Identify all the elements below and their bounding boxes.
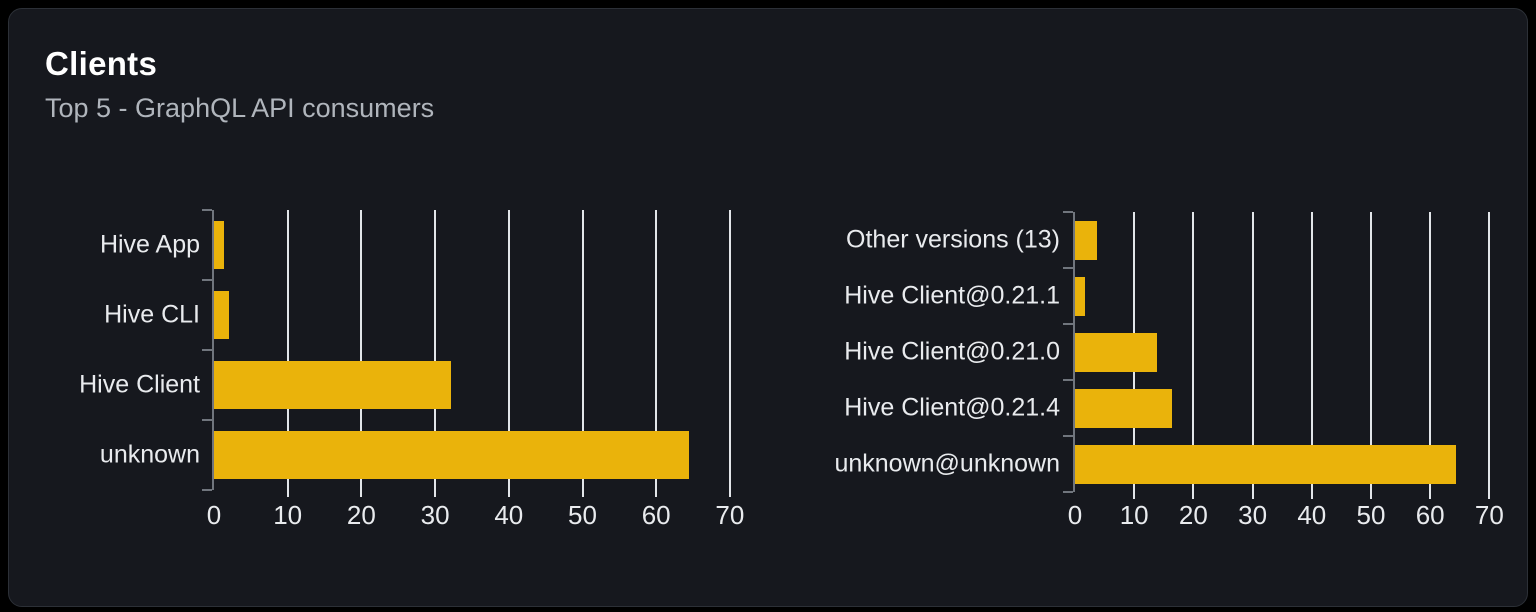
y-axis-tick xyxy=(202,419,212,421)
x-tick-label: 10 xyxy=(1119,500,1149,530)
category-label: Hive App xyxy=(99,230,200,259)
x-tick-label: 20 xyxy=(1178,500,1208,530)
y-axis-tick xyxy=(1063,491,1073,493)
gridline xyxy=(1429,212,1432,499)
y-axis-tick xyxy=(1063,323,1073,325)
bar[interactable] xyxy=(1075,220,1097,260)
gridline xyxy=(507,210,510,497)
y-axis-tick xyxy=(1063,267,1073,269)
gridline xyxy=(728,210,731,497)
y-axis-tick xyxy=(202,209,212,211)
x-tick-label: 60 xyxy=(641,500,671,530)
x-tick-label: 10 xyxy=(273,500,303,530)
category-label: Hive Client xyxy=(79,370,200,399)
bar[interactable] xyxy=(1075,444,1457,484)
x-tick-label: 40 xyxy=(1297,500,1327,530)
y-axis-tick xyxy=(202,489,212,491)
bar[interactable] xyxy=(214,291,230,339)
category-label: Hive Client@0.21.0 xyxy=(844,337,1060,366)
x-tick-label: 60 xyxy=(1415,500,1445,530)
category-label: unknown@unknown xyxy=(834,449,1060,478)
x-tick-label: 40 xyxy=(494,500,524,530)
y-axis-tick xyxy=(202,279,212,281)
bar[interactable] xyxy=(1075,388,1173,428)
gridline xyxy=(1192,212,1195,499)
y-axis-tick xyxy=(202,349,212,351)
bar[interactable] xyxy=(214,431,689,479)
x-tick-label: 0 xyxy=(206,500,222,530)
x-tick-label: 50 xyxy=(568,500,597,530)
category-label: Other versions (13) xyxy=(846,225,1060,254)
gridline xyxy=(1488,212,1491,499)
x-tick-label: 70 xyxy=(715,500,745,530)
bar[interactable] xyxy=(214,361,452,409)
gridline xyxy=(1310,212,1313,499)
category-label: Hive CLI xyxy=(104,300,200,329)
y-axis-line xyxy=(1073,212,1075,492)
gridline xyxy=(434,210,437,497)
gridline xyxy=(286,210,289,497)
panel-subtitle: Top 5 - GraphQL API consumers xyxy=(45,93,435,123)
category-label: unknown xyxy=(99,440,200,469)
bar[interactable] xyxy=(214,221,225,269)
x-tick-label: 30 xyxy=(1238,500,1268,530)
gridline xyxy=(581,210,584,497)
x-tick-label: 0 xyxy=(1067,500,1083,530)
y-axis-line xyxy=(212,210,214,490)
gridline xyxy=(655,210,658,497)
y-axis-tick xyxy=(1063,435,1073,437)
bar[interactable] xyxy=(1075,332,1157,372)
x-tick-label: 50 xyxy=(1356,500,1386,530)
bar[interactable] xyxy=(1075,276,1086,316)
y-axis-tick xyxy=(1063,379,1073,381)
panel-title: Clients xyxy=(45,45,158,82)
gridline xyxy=(1370,212,1372,499)
gridline xyxy=(1251,212,1254,499)
y-axis-tick xyxy=(1063,211,1073,213)
gridline xyxy=(360,210,363,497)
category-label: Hive Client@0.21.1 xyxy=(844,281,1060,310)
panel-card xyxy=(8,8,1528,607)
category-label: Hive Client@0.21.4 xyxy=(844,393,1060,422)
x-tick-label: 20 xyxy=(346,500,376,530)
x-tick-label: 70 xyxy=(1474,500,1504,530)
x-tick-label: 30 xyxy=(420,500,450,530)
